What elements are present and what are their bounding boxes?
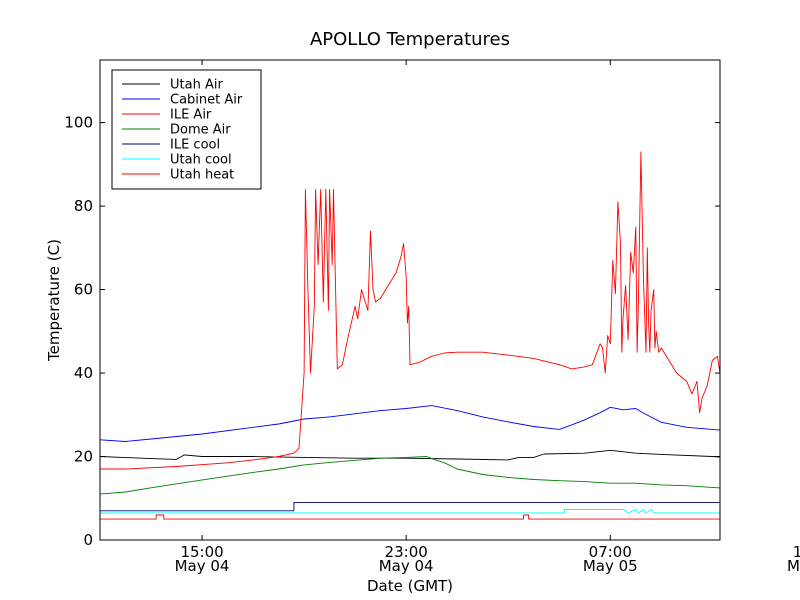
y-tick-label: 20 [74, 448, 93, 466]
series-line-cabinet-air [100, 405, 720, 442]
plot-area-frame [99, 59, 721, 541]
legend-label: Cabinet Air [170, 93, 243, 108]
x-tick-label-date: May 05 [583, 557, 638, 575]
chart-title: APOLLO Temperatures [310, 29, 510, 50]
x-tick-label-time: 23:00 [385, 543, 428, 561]
y-tick-label: 0 [83, 531, 93, 549]
series-line-utah-heat [100, 514, 720, 520]
y-tick-label: 100 [64, 114, 93, 132]
y-tick-label: 40 [74, 364, 93, 382]
legend-entry: Utah Air [122, 78, 223, 93]
legend-entry: ILE Air [122, 108, 212, 123]
legend-label: Utah cool [170, 153, 232, 168]
series-line-utah-cool [100, 509, 720, 514]
legend-label: Dome Air [170, 123, 231, 138]
legend-entry: Utah heat [122, 168, 234, 183]
legend-label: ILE Air [170, 108, 212, 123]
x-tick-label-date: May 04 [175, 557, 230, 575]
legend-entry: Dome Air [122, 123, 231, 138]
x-tick-label-time: 15:00 [793, 543, 800, 561]
legend-label: ILE cool [170, 138, 220, 153]
x-tick-label-time: 15:00 [180, 543, 223, 561]
y-tick-label: 60 [74, 281, 93, 299]
legend-label: Utah Air [170, 78, 223, 93]
series-line-dome-air [100, 456, 720, 495]
x-tick-label-date: May 05 [787, 557, 800, 575]
y-tick-label: 80 [74, 197, 93, 215]
x-tick-label-date: May 04 [379, 557, 434, 575]
legend-entry: ILE cool [122, 138, 220, 153]
legend-entry: Cabinet Air [122, 93, 243, 108]
legend-entry: Utah cool [122, 153, 232, 168]
x-axis-label: Date (GMT) [367, 577, 453, 595]
series-line-utah-air [100, 449, 720, 461]
y-axis-label: Temperature (C) [45, 239, 63, 362]
series-line-ile-cool [100, 501, 720, 512]
series-line-ile-air [100, 151, 720, 470]
legend-label: Utah heat [170, 168, 234, 183]
series-group [100, 151, 720, 520]
x-tick-label-time: 07:00 [589, 543, 632, 561]
